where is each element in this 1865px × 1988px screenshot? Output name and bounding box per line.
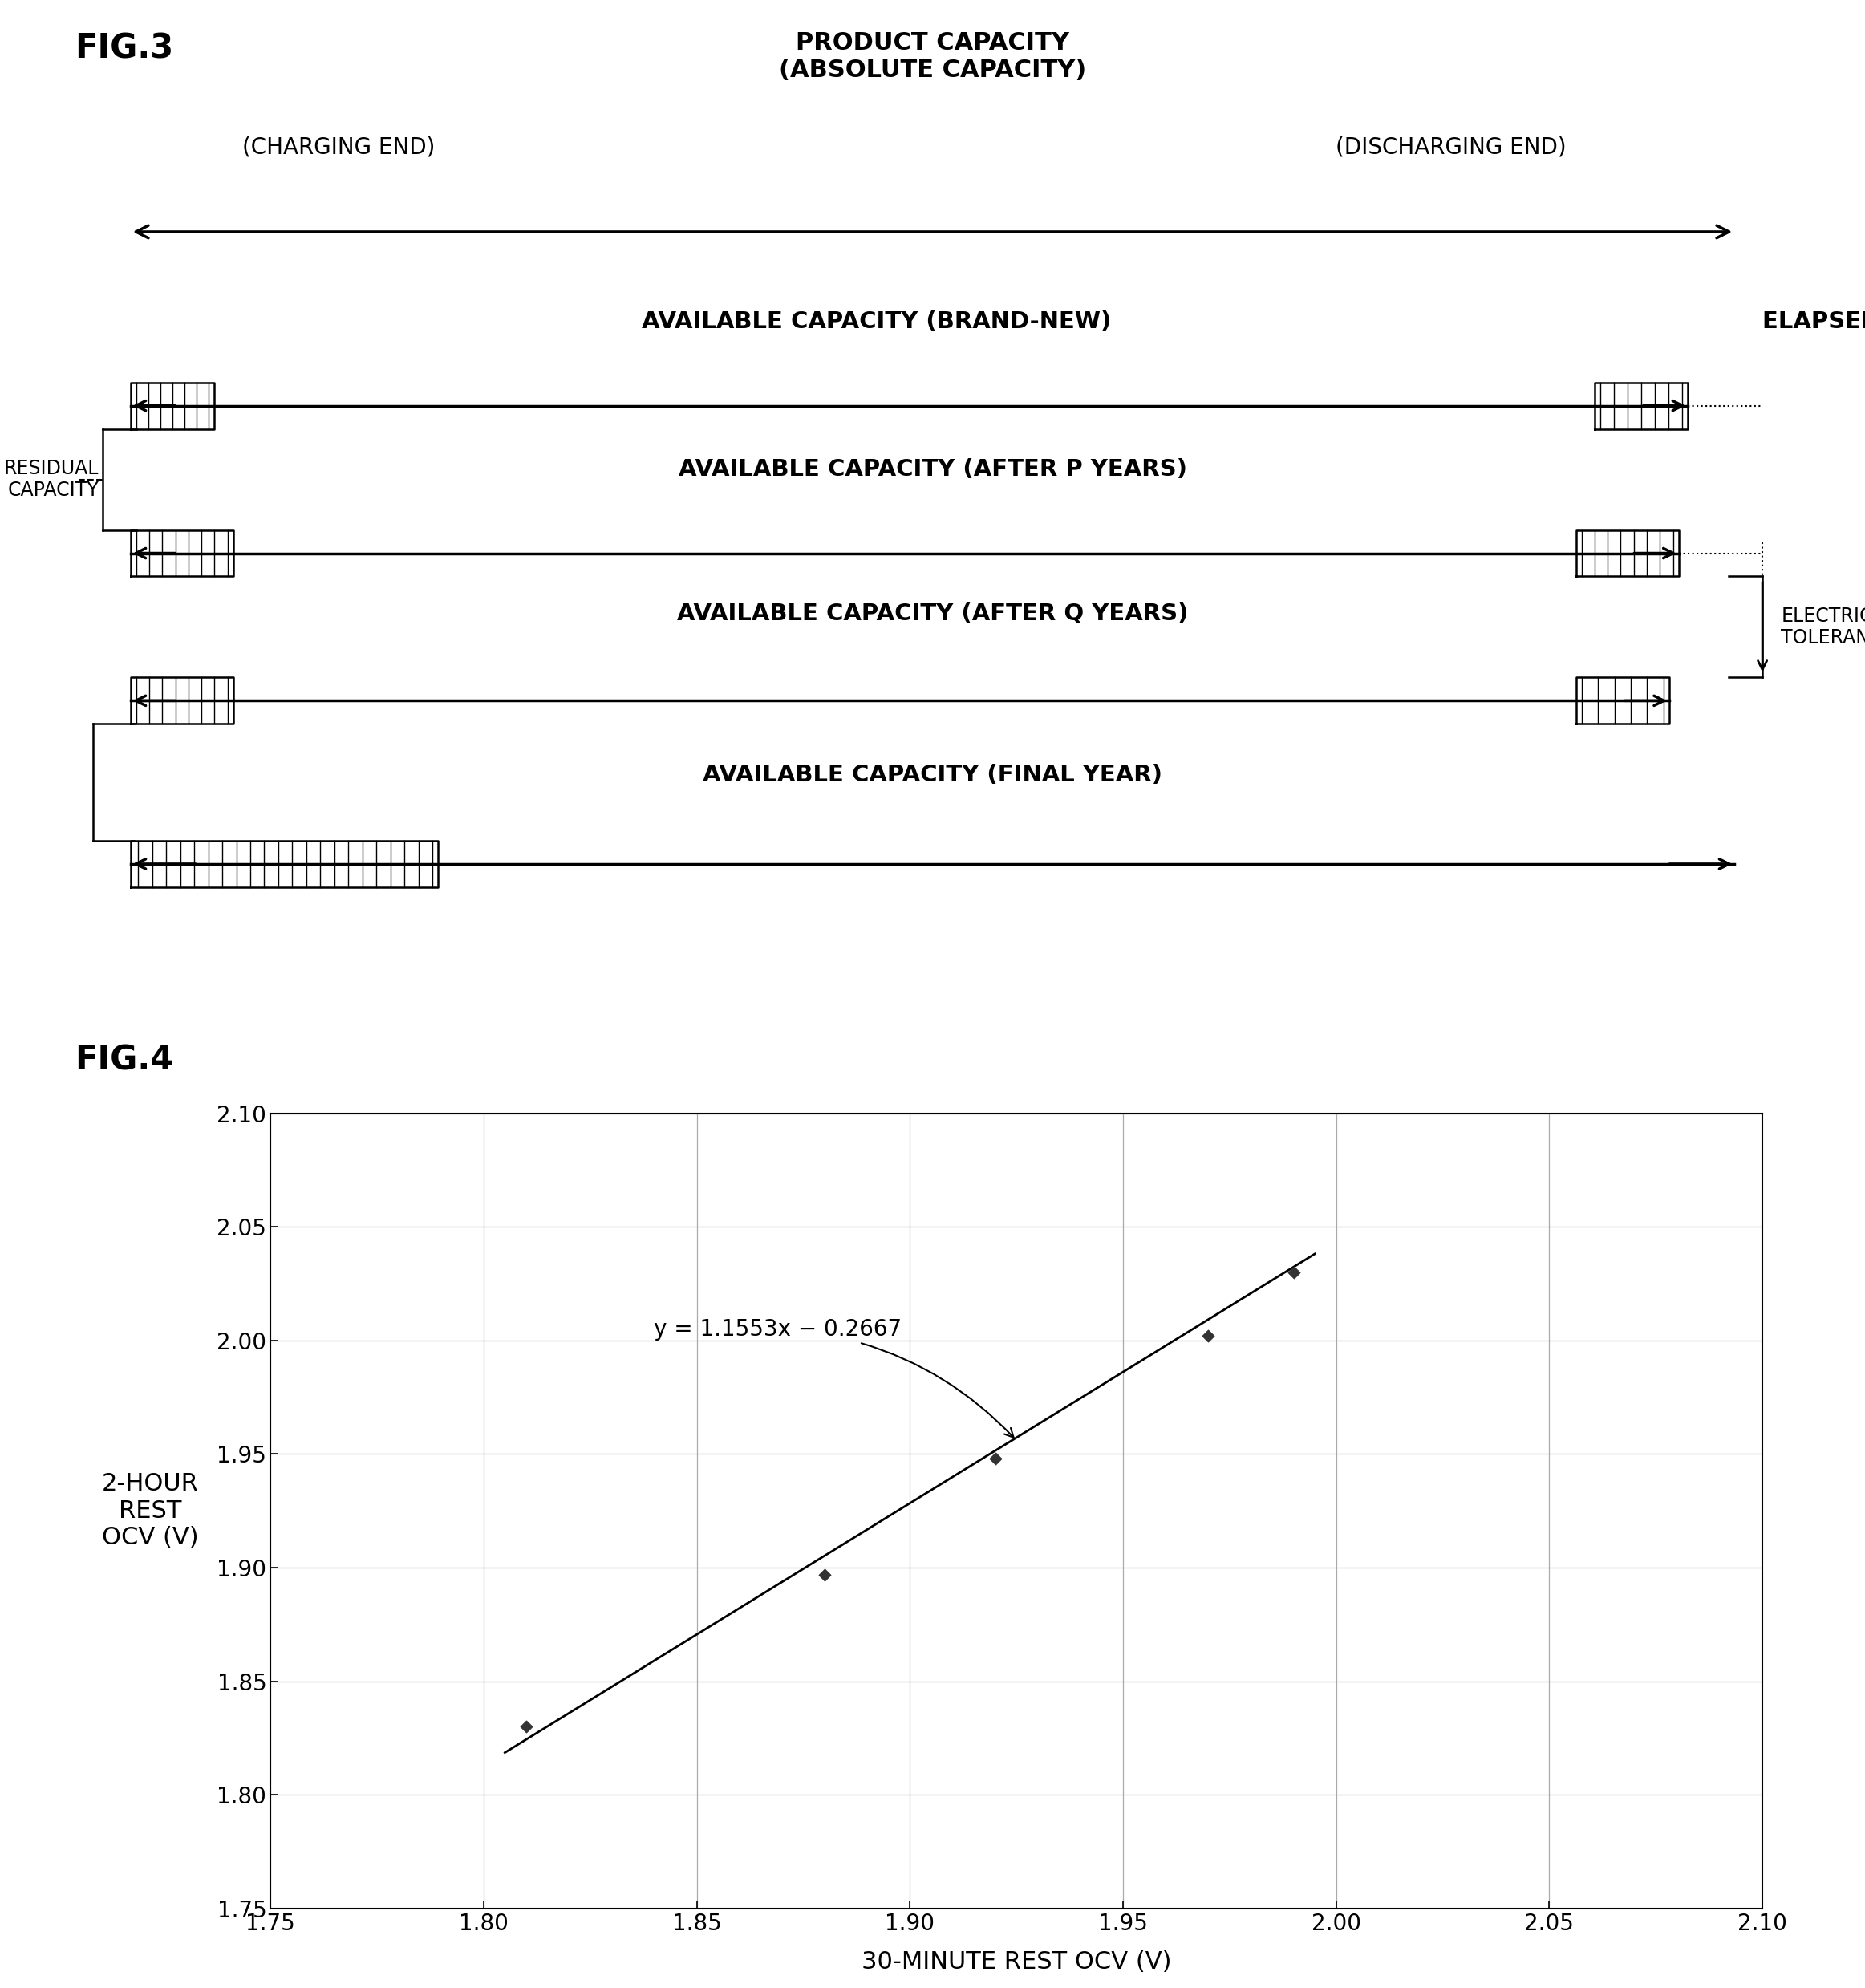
- Point: [511, 1712, 541, 1743]
- Polygon shape: [131, 531, 233, 577]
- Polygon shape: [131, 678, 233, 724]
- Text: AVAILABLE CAPACITY (FINAL YEAR): AVAILABLE CAPACITY (FINAL YEAR): [703, 763, 1162, 787]
- Text: FIG.3: FIG.3: [75, 32, 173, 66]
- Point: [1194, 1320, 1223, 1352]
- X-axis label: 30-MINUTE REST OCV (V): 30-MINUTE REST OCV (V): [862, 1950, 1171, 1974]
- Polygon shape: [1576, 531, 1678, 577]
- Point: [1279, 1256, 1309, 1288]
- Text: FIG.4: FIG.4: [75, 1044, 173, 1077]
- Text: ELECTRICAL
TOLERANCE: ELECTRICAL TOLERANCE: [1781, 606, 1865, 648]
- Polygon shape: [1576, 678, 1669, 724]
- Y-axis label: 2-HOUR
REST
OCV (V): 2-HOUR REST OCV (V): [103, 1473, 200, 1549]
- Text: AVAILABLE CAPACITY (BRAND-NEW): AVAILABLE CAPACITY (BRAND-NEW): [642, 310, 1112, 334]
- Text: y = 1.1553x − 0.2667: y = 1.1553x − 0.2667: [655, 1318, 1013, 1437]
- Text: ELAPSED TIME: ELAPSED TIME: [1762, 310, 1865, 334]
- Text: PRODUCT CAPACITY
(ABSOLUTE CAPACITY): PRODUCT CAPACITY (ABSOLUTE CAPACITY): [780, 32, 1085, 82]
- Point: [981, 1443, 1011, 1475]
- Text: RESIDUAL
CAPACITY: RESIDUAL CAPACITY: [4, 459, 99, 501]
- Polygon shape: [131, 841, 438, 887]
- Point: [809, 1559, 839, 1590]
- Polygon shape: [1595, 382, 1688, 429]
- Text: AVAILABLE CAPACITY (AFTER P YEARS): AVAILABLE CAPACITY (AFTER P YEARS): [679, 459, 1186, 481]
- Text: (CHARGING END): (CHARGING END): [242, 137, 435, 159]
- Text: AVAILABLE CAPACITY (AFTER Q YEARS): AVAILABLE CAPACITY (AFTER Q YEARS): [677, 602, 1188, 624]
- Text: (DISCHARGING END): (DISCHARGING END): [1335, 137, 1567, 159]
- Polygon shape: [131, 382, 214, 429]
